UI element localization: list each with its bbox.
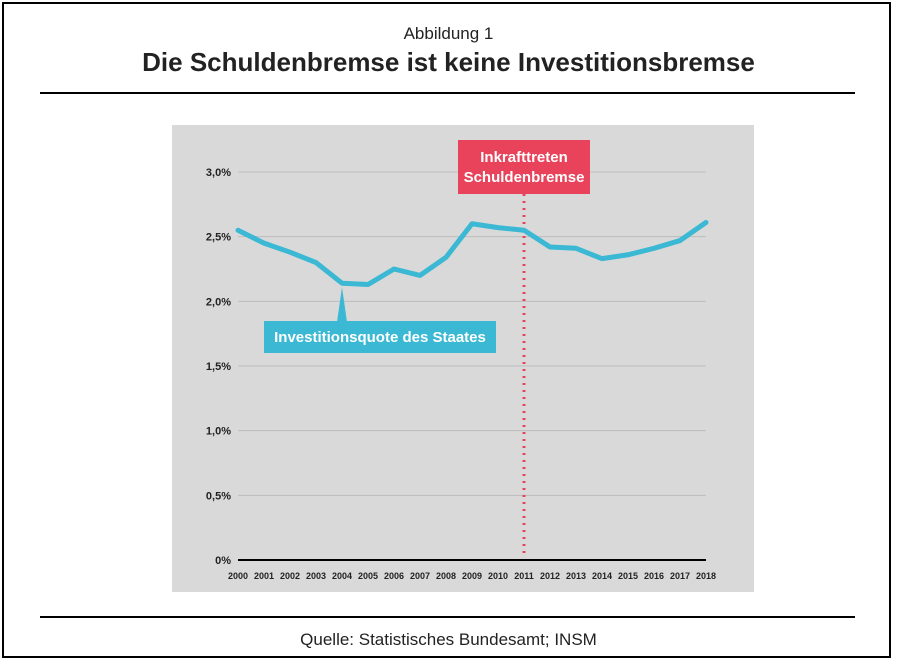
x-tick-label: 2003 <box>306 571 326 581</box>
y-tick-label: 1,5% <box>206 361 231 373</box>
x-tick-label: 2001 <box>254 571 274 581</box>
x-tick-label: 2006 <box>384 571 404 581</box>
x-tick-label: 2009 <box>462 571 482 581</box>
x-tick-label: 2016 <box>644 571 664 581</box>
series-callout-box <box>264 321 496 353</box>
y-tick-label: 2,5% <box>206 232 231 244</box>
x-tick-label: 2007 <box>410 571 430 581</box>
x-tick-label: 2011 <box>514 571 534 581</box>
callout-pointer <box>337 287 347 322</box>
figure-caption: Abbildung 1 <box>403 24 494 43</box>
y-tick-label: 1,0% <box>206 426 231 438</box>
source-note: Quelle: Statistisches Bundesamt; INSM <box>300 630 597 649</box>
x-tick-label: 2000 <box>228 571 248 581</box>
x-tick-label: 2005 <box>358 571 378 581</box>
figure-title: Die Schuldenbremse ist keine Investition… <box>142 47 755 77</box>
bottom-rule <box>40 616 855 618</box>
x-tick-label: 2004 <box>332 571 352 581</box>
x-tick-label: 2002 <box>280 571 300 581</box>
top-rule <box>40 92 855 94</box>
x-tick-label: 2017 <box>670 571 690 581</box>
y-tick-label: 3,0% <box>206 167 231 179</box>
schuldenbremse-label-line: Inkrafttreten <box>480 149 568 166</box>
schuldenbremse-label-box <box>458 140 590 194</box>
series-callout-label: Investitionsquote des Staates <box>274 329 486 346</box>
series-line-investitionsquote <box>235 219 709 288</box>
y-tick-label: 0% <box>215 555 231 567</box>
x-tick-label: 2013 <box>566 571 586 581</box>
chart-background <box>172 125 754 592</box>
x-tick-label: 2012 <box>540 571 560 581</box>
y-tick-label: 0,5% <box>206 490 231 502</box>
line-chart: 0% 0,5% 1,0% 1,5% 2,0% 2,5% 3,0% 2000 2001 2002 20… <box>172 125 754 592</box>
schuldenbremse-label-line: Schuldenbremse <box>464 169 585 186</box>
x-tick-label: 2014 <box>592 571 612 581</box>
x-tick-label: 2010 <box>488 571 508 581</box>
y-tick-label: 2,0% <box>206 296 231 308</box>
x-tick-label: 2008 <box>436 571 456 581</box>
x-tick-label: 2015 <box>618 571 638 581</box>
x-tick-label: 2018 <box>696 571 716 581</box>
